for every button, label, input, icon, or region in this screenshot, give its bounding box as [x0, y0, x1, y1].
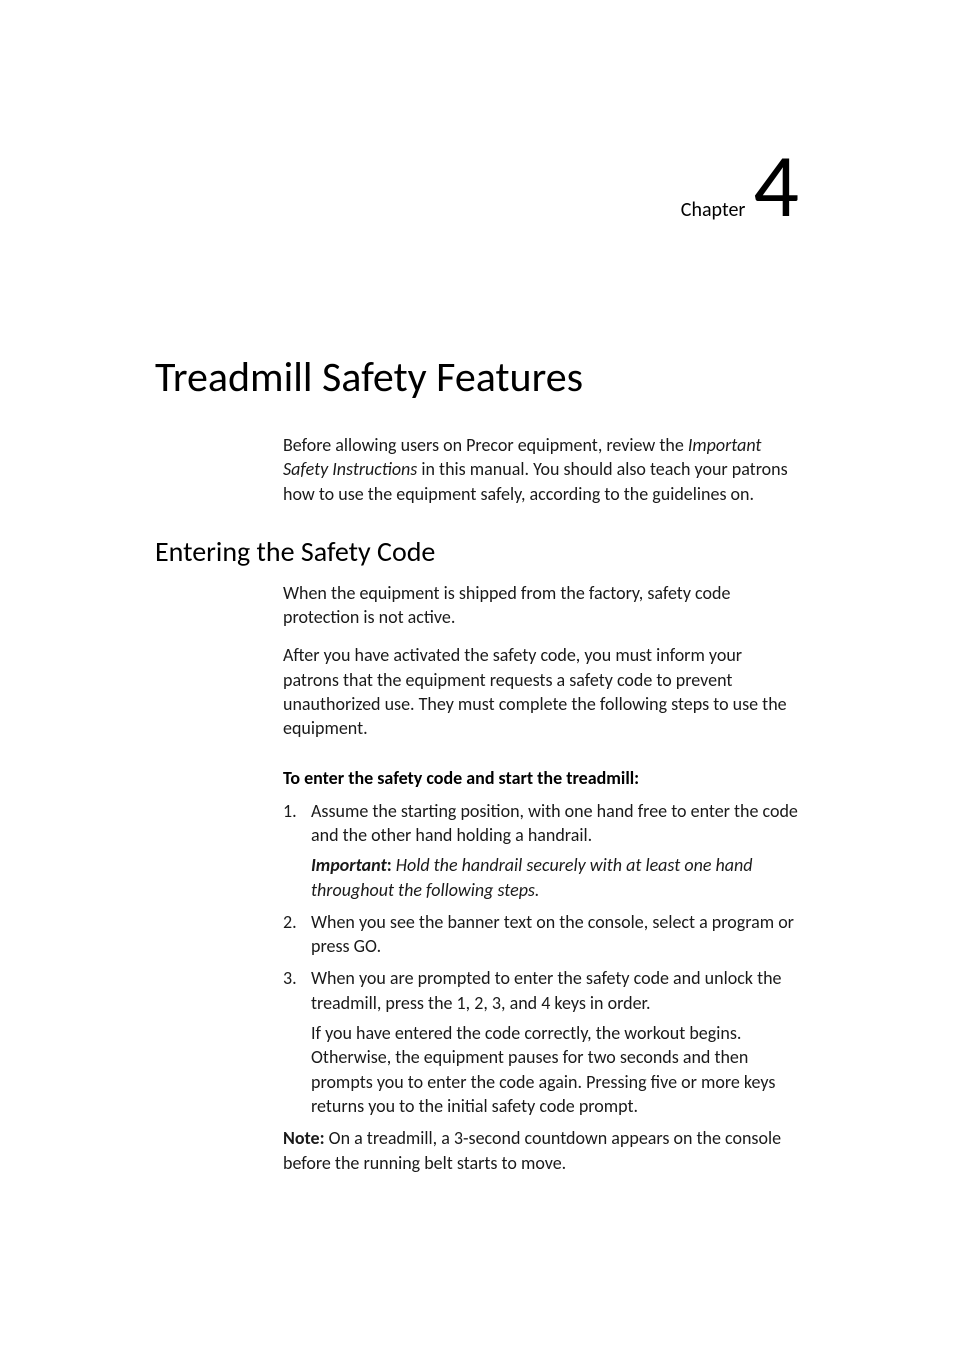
step-3: 3. When you are prompted to enter the sa… [283, 966, 799, 1118]
step-text: Assume the starting position, with one h… [311, 800, 798, 846]
step-text: When you are prompted to enter the safet… [311, 967, 782, 1013]
step-1: 1. Assume the starting position, with on… [283, 799, 799, 902]
step-number: 1. [283, 799, 311, 902]
step-content: When you are prompted to enter the safet… [311, 966, 799, 1118]
important-label: Important [311, 854, 387, 876]
section-title: Entering the Safety Code [155, 534, 799, 569]
chapter-number: 4 [753, 150, 799, 222]
paragraph-1: When the equipment is shipped from the f… [283, 581, 799, 630]
paragraph-2: After you have activated the safety code… [283, 643, 799, 740]
step-important: Important: Hold the handrail securely wi… [311, 853, 799, 902]
step-number: 2. [283, 910, 311, 959]
step-content: When you see the banner text on the cons… [311, 910, 799, 959]
chapter-header: Chapter 4 [155, 150, 799, 222]
step-content: Assume the starting position, with one h… [311, 799, 799, 902]
important-colon: : [387, 854, 396, 876]
note-text-content: On a treadmill, a 3-second countdown app… [283, 1127, 781, 1173]
step-2: 2. When you see the banner text on the c… [283, 910, 799, 959]
chapter-label: Chapter [681, 198, 746, 222]
main-title: Treadmill Safety Features [155, 352, 799, 403]
intro-pre: Before allowing users on Precor equipmen… [283, 434, 688, 456]
step-text: When you see the banner text on the cons… [311, 911, 794, 957]
note-label: Note: [283, 1127, 325, 1149]
intro-paragraph: Before allowing users on Precor equipmen… [283, 433, 799, 506]
step-number: 3. [283, 966, 311, 1118]
step-sub: If you have entered the code correctly, … [311, 1021, 799, 1118]
note: Note: On a treadmill, a 3-second countdo… [283, 1126, 799, 1175]
instruction-heading: To enter the safety code and start the t… [283, 767, 799, 789]
